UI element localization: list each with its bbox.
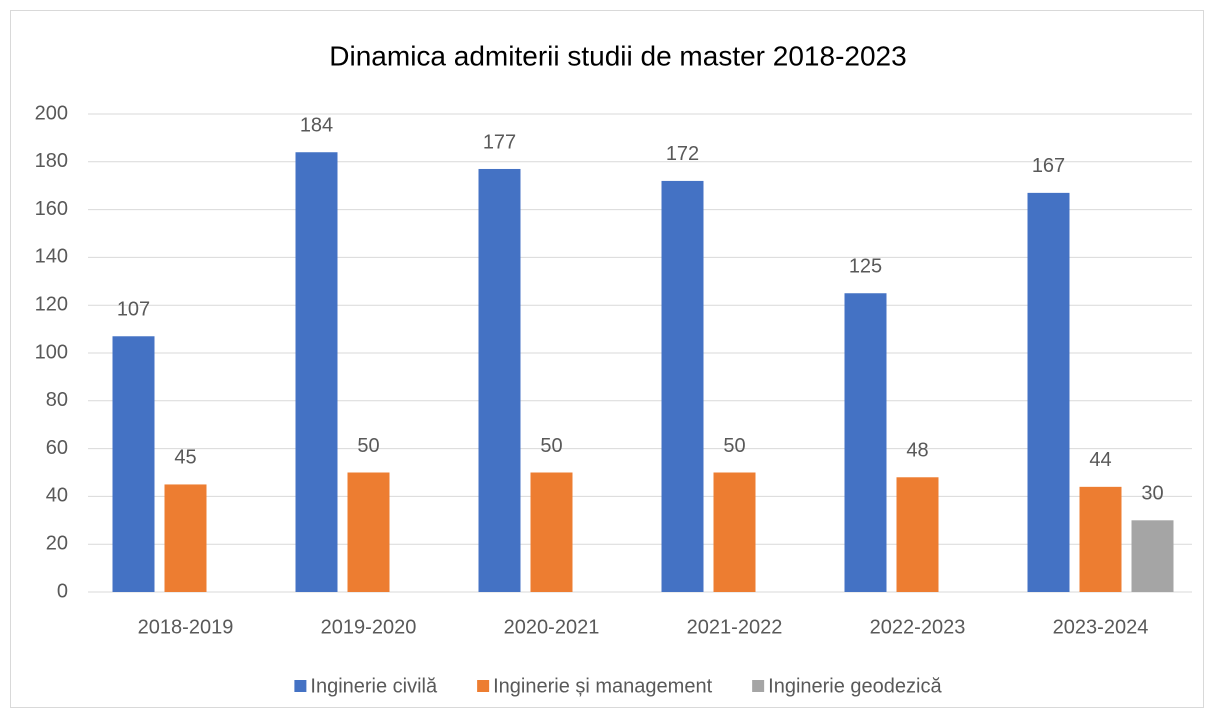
data-label: 30	[1141, 483, 1163, 505]
bar	[530, 472, 573, 592]
data-label: 48	[906, 440, 928, 462]
x-tick-label: 2022-2023	[870, 616, 966, 638]
x-tick-label: 2019-2020	[321, 616, 417, 638]
data-label: 107	[117, 299, 150, 321]
bar	[1131, 520, 1174, 592]
data-label: 184	[300, 115, 333, 137]
bar	[164, 484, 207, 592]
y-tick-label: 180	[35, 150, 68, 172]
legend-swatch	[294, 680, 307, 692]
bar	[661, 180, 704, 593]
x-tick-label: 2018-2019	[138, 616, 234, 638]
bar	[713, 472, 756, 592]
data-label: 50	[723, 435, 745, 457]
y-tick-label: 60	[46, 437, 68, 459]
data-label: 50	[540, 435, 562, 457]
bar	[295, 152, 338, 593]
data-label: 177	[483, 131, 516, 153]
bar	[478, 168, 521, 592]
bar	[347, 472, 390, 592]
bar	[1079, 486, 1122, 592]
y-tick-label: 0	[57, 580, 68, 602]
y-tick-label: 160	[35, 198, 68, 220]
y-tick-label: 140	[35, 246, 68, 268]
chart-title: Dinamica admiterii studii de master 2018…	[329, 40, 906, 71]
data-label: 44	[1089, 449, 1111, 471]
y-tick-label: 40	[46, 485, 68, 507]
chart-frame	[10, 10, 1204, 708]
data-label: 45	[174, 447, 196, 469]
data-label: 172	[666, 143, 699, 165]
data-label: 167	[1032, 155, 1065, 177]
legend-swatch	[477, 680, 490, 692]
bar	[112, 336, 155, 592]
y-tick-label: 80	[46, 389, 68, 411]
legend-label: Inginerie geodezică	[768, 675, 942, 697]
x-tick-label: 2021-2022	[687, 616, 783, 638]
x-tick-label: 2020-2021	[504, 616, 600, 638]
bar	[896, 477, 939, 592]
legend-swatch	[752, 680, 765, 692]
data-label: 50	[357, 435, 379, 457]
y-tick-label: 120	[35, 293, 68, 315]
bar	[844, 293, 887, 592]
y-tick-label: 100	[35, 341, 68, 363]
legend-label: Inginerie civilă	[310, 675, 438, 697]
data-label: 125	[849, 256, 882, 278]
y-tick-label: 20	[46, 532, 68, 554]
y-tick-label: 200	[35, 102, 68, 124]
x-tick-label: 2023-2024	[1053, 616, 1149, 638]
legend-label: Inginerie și management	[493, 675, 712, 697]
bar	[1027, 192, 1070, 592]
